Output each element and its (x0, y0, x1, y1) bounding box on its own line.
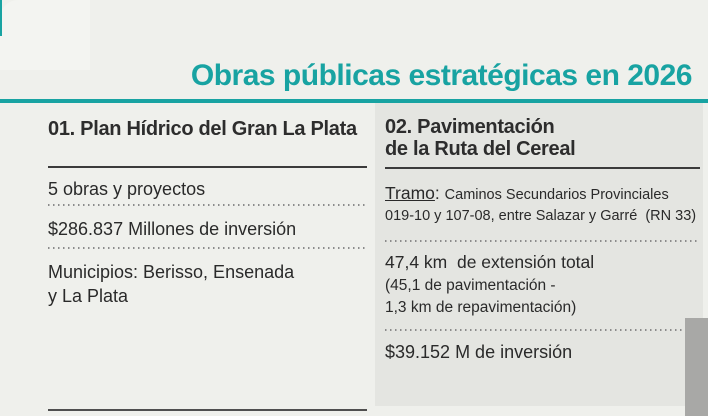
dotted-separator (385, 240, 700, 242)
section-01-item-municipios-line2: y La Plata (48, 286, 129, 306)
tramo-colon: : (434, 183, 445, 203)
title-divider-line (0, 99, 708, 103)
page-title: Obras públicas estratégicas en 2026 (190, 59, 693, 92)
section-01-rule (48, 166, 367, 168)
dotted-separator (48, 247, 367, 249)
tramo-text-line1: Caminos Secundarios Provinciales (444, 187, 669, 203)
section-02-extension-line2: (45,1 de pavimentación - (385, 277, 556, 294)
section-02-extension-line1: 47,4 km de extensión total (385, 252, 595, 272)
section-01-item-municipios-line1: Municipios: Berisso, Ensenada (48, 262, 295, 282)
dotted-separator (48, 204, 367, 206)
section-02-heading-line2: de la Ruta del Cereal (385, 138, 576, 160)
section-ruta-del-cereal: 02. Pavimentación de la Ruta del Cereal … (375, 103, 703, 406)
bottom-separator-line (48, 409, 367, 411)
section-01-item-inversion: $286.837 Millones de inversión (48, 219, 297, 239)
section-01-heading: 01. Plan Hídrico del Gran La Plata (48, 118, 357, 140)
section-02-tramo-line2: 019-10 y 107-08, entre Salazar y Garré (… (385, 208, 697, 224)
section-02-tramo-line1: Tramo: Caminos Secundarios Provinciales (385, 183, 669, 205)
dotted-separator (385, 329, 685, 331)
section-02-extension-line3: 1,3 km de repavimentación) (385, 299, 577, 316)
section-plan-hidrico: 01. Plan Hídrico del Gran La Plata 5 obr… (48, 0, 367, 416)
left-edge-accent-bar (0, 0, 2, 36)
section-01-item-obras: 5 obras y proyectos (48, 179, 206, 199)
right-edge-gray-bar (685, 318, 708, 416)
rounded-corner-background (0, 0, 90, 70)
section-02-investment: $39.152 M de inversión (385, 342, 573, 362)
section-02-rule (385, 167, 700, 169)
tramo-label: Tramo (385, 183, 435, 203)
section-02-heading-line1: 02. Pavimentación (385, 116, 555, 138)
